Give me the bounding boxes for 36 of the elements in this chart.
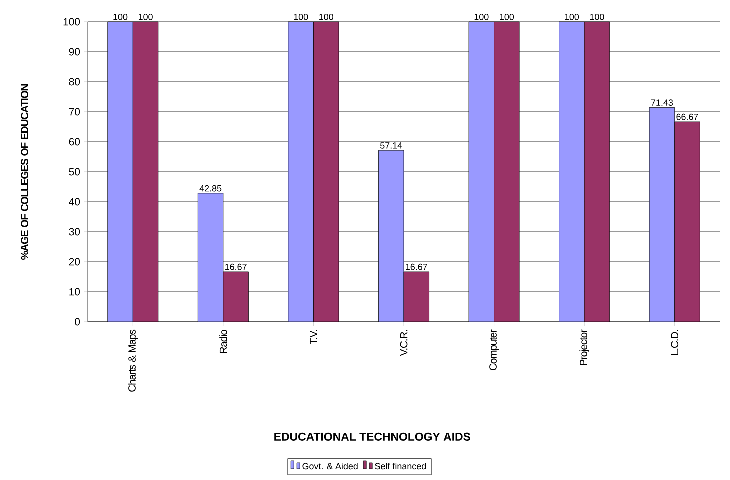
data-label: 16.67 — [406, 264, 428, 270]
x-tick-label: Computer — [490, 330, 500, 371]
y-tick-label: 0 — [75, 318, 80, 326]
x-tick-label: L.C.D. — [671, 330, 679, 356]
data-label: 16.67 — [226, 264, 247, 270]
y-tick-label: 100 — [64, 18, 80, 26]
y-tick-label: 80 — [69, 78, 80, 86]
data-label: 100 — [138, 14, 153, 20]
x-tick-label: T.V. — [310, 330, 318, 344]
legend-label: Govt. & Aided — [302, 462, 358, 470]
data-label: 71.43 — [651, 100, 674, 106]
data-label: 100 — [474, 14, 489, 20]
x-tick-label: Radio — [220, 330, 228, 354]
y-tick-label: 10 — [70, 288, 80, 296]
x-axis-title: EDUCATIONAL TECHNOLOGY AIDS — [274, 432, 470, 441]
data-label: 100 — [590, 14, 604, 20]
data-label: 100 — [565, 14, 580, 20]
y-axis-title: %AGE OF COLLEGES OF EDUCATION — [21, 84, 29, 260]
y-tick-label: 40 — [69, 198, 80, 206]
data-label: 66.67 — [676, 114, 698, 120]
y-tick-label: 50 — [69, 168, 80, 176]
x-tick-label: Projector — [580, 330, 590, 366]
data-label: 100 — [500, 14, 514, 20]
y-tick-label: 60 — [69, 138, 80, 146]
x-tick-label: Charts & Maps — [128, 330, 138, 392]
data-label: 100 — [294, 14, 308, 20]
x-tick-label: V.C.R. — [400, 330, 408, 356]
y-tick-label: 70 — [69, 108, 80, 116]
y-tick-label: 90 — [69, 48, 80, 56]
data-label: 42.85 — [200, 185, 222, 192]
data-label: 57.14 — [380, 142, 402, 149]
data-label: 100 — [320, 14, 334, 20]
y-tick-label: 20 — [69, 258, 80, 266]
y-tick-label: 30 — [69, 228, 80, 236]
legend-label: Self financed — [375, 462, 426, 470]
data-label: 100 — [114, 14, 128, 20]
